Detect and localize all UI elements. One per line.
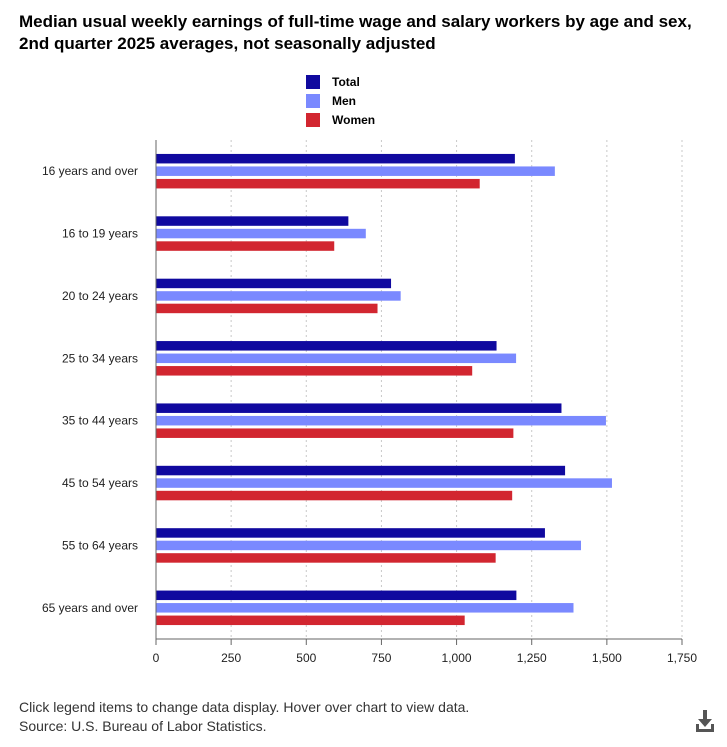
bar-women[interactable] — [156, 490, 513, 501]
x-tick-label: 1,250 — [517, 651, 547, 665]
x-tick-label: 0 — [153, 651, 160, 665]
legend-label-women: Women — [332, 112, 376, 127]
bar-total[interactable] — [156, 403, 562, 413]
bar-total[interactable] — [156, 590, 517, 601]
bar-women[interactable] — [156, 553, 496, 563]
bar-chart[interactable]: 16 years and over 16 to 19 years 20 to 24 … — [0, 0, 727, 690]
legend-label-men: Men — [332, 93, 356, 108]
chart-note: Click legend items to change data displa… — [19, 699, 470, 715]
bar-men[interactable] — [156, 415, 606, 426]
x-tick-label: 750 — [371, 651, 391, 665]
bar-women[interactable] — [156, 241, 335, 251]
category-label: 16 to 19 years — [62, 227, 138, 241]
legend-label-total: Total — [332, 74, 360, 89]
legend-swatch-men — [306, 93, 320, 108]
x-tick-label: 500 — [296, 651, 316, 665]
legend-swatch-women — [306, 112, 320, 127]
bar-women[interactable] — [156, 615, 465, 626]
bar-men[interactable] — [156, 603, 574, 613]
category-label: 20 to 24 years — [62, 289, 138, 303]
bar-total[interactable] — [156, 278, 392, 289]
legend-item-men[interactable]: Men — [306, 91, 375, 110]
x-tick-label: 1,750 — [667, 651, 697, 665]
legend-item-women[interactable]: Women — [306, 110, 375, 129]
category-label: 16 years and over — [42, 164, 138, 178]
legend-swatch-total — [306, 74, 320, 89]
bar-total[interactable] — [156, 153, 515, 164]
chart-source: Source: U.S. Bureau of Labor Statistics. — [19, 718, 267, 734]
category-label: 45 to 54 years — [62, 476, 138, 490]
bar-men[interactable] — [156, 228, 366, 239]
bar-women[interactable] — [156, 366, 473, 376]
bar-women[interactable] — [156, 178, 480, 189]
bar-women[interactable] — [156, 428, 514, 438]
bar-men[interactable] — [156, 478, 612, 488]
category-label: 55 to 64 years — [62, 538, 138, 552]
bar-women[interactable] — [156, 303, 378, 314]
category-label: 25 to 34 years — [62, 351, 138, 365]
bar-total[interactable] — [156, 216, 349, 226]
bar-men[interactable] — [156, 353, 517, 364]
legend: Total Men Women — [306, 72, 375, 129]
bar-total[interactable] — [156, 528, 545, 538]
category-label: 35 to 44 years — [62, 414, 138, 428]
bar-men[interactable] — [156, 166, 555, 176]
category-label: 65 years and over — [42, 601, 138, 615]
x-tick-label: 1,000 — [442, 651, 472, 665]
footer: Click legend items to change data displa… — [19, 698, 469, 736]
bar-men[interactable] — [156, 540, 582, 551]
legend-item-total[interactable]: Total — [306, 72, 375, 91]
bar-men[interactable] — [156, 291, 401, 301]
x-tick-label: 1,500 — [592, 651, 622, 665]
x-tick-label: 250 — [221, 651, 241, 665]
bar-total[interactable] — [156, 465, 566, 476]
bar-total[interactable] — [156, 341, 497, 351]
download-icon[interactable] — [694, 708, 716, 734]
chart-title: Median usual weekly earnings of full-tim… — [19, 12, 692, 53]
